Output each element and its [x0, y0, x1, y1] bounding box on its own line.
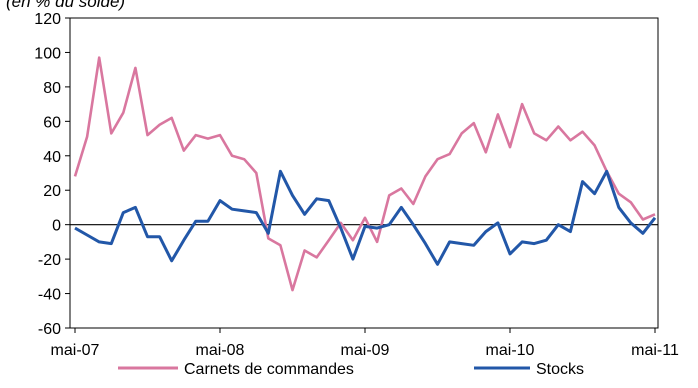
legend-label: Carnets de commandes	[184, 361, 354, 378]
y-tick-label: -20	[38, 252, 61, 269]
series-line-stocks	[74, 169, 657, 266]
y-tick-label: 0	[52, 218, 61, 235]
x-tick-label: mai-10	[486, 342, 535, 359]
y-tick-label: 80	[43, 80, 61, 97]
chart-subtitle: (en % du solde)	[6, 0, 126, 11]
y-tick-label: 40	[43, 149, 61, 166]
y-tick-label: 100	[34, 45, 61, 62]
y-tick-label: 20	[43, 183, 61, 200]
y-tick-label: 120	[34, 11, 61, 28]
plot-frame	[69, 17, 659, 329]
y-tick-label: -60	[38, 321, 61, 338]
series-line-carnets-de-commandes	[73, 56, 656, 292]
y-tick-label: 60	[43, 114, 61, 131]
x-tick-label: mai-07	[51, 342, 100, 359]
legend-label: Stocks	[536, 361, 584, 378]
y-tick-label: -40	[38, 287, 61, 304]
x-tick-label: mai-11	[631, 342, 679, 359]
x-tick-label: mai-08	[196, 342, 245, 359]
x-tick-label: mai-09	[341, 342, 390, 359]
